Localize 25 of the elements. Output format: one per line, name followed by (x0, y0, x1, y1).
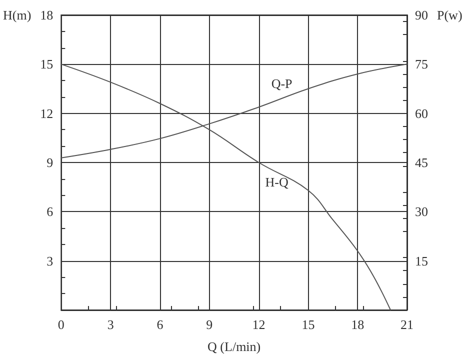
x-tick-label: 6 (156, 317, 164, 332)
y2-tick-label: 15 (415, 253, 428, 268)
x-tick-label: 21 (400, 317, 414, 332)
y-tick-label: 15 (40, 56, 54, 72)
y-tick-label: 3 (46, 253, 54, 268)
x-tick-label: 9 (206, 317, 213, 332)
x-axis-title: Q (L/min) (208, 339, 261, 354)
series-label: Q-P (271, 76, 292, 92)
series-label: H-Q (265, 174, 289, 190)
x-tick-label: 0 (58, 317, 64, 332)
x-tick-label: 15 (302, 317, 315, 332)
y-tick-label: 6 (46, 204, 54, 220)
y2-tick-label: 45 (415, 155, 428, 170)
y2-tick-label: 75 (415, 56, 428, 72)
x-tick-label: 18 (351, 317, 364, 332)
y-axis-title: H(m) (2, 8, 32, 22)
y-tick-label: 12 (40, 106, 54, 121)
y2-tick-label: 60 (415, 106, 428, 121)
y-tick-label: 9 (46, 155, 54, 170)
y2-axis-title: P(w) (437, 8, 462, 22)
y-tick-label: 18 (40, 8, 54, 22)
x-tick-label: 12 (252, 317, 266, 332)
x-tick-label: 3 (107, 317, 114, 332)
y2-tick-label: 30 (415, 204, 428, 220)
y2-tick-label: 90 (415, 8, 428, 22)
